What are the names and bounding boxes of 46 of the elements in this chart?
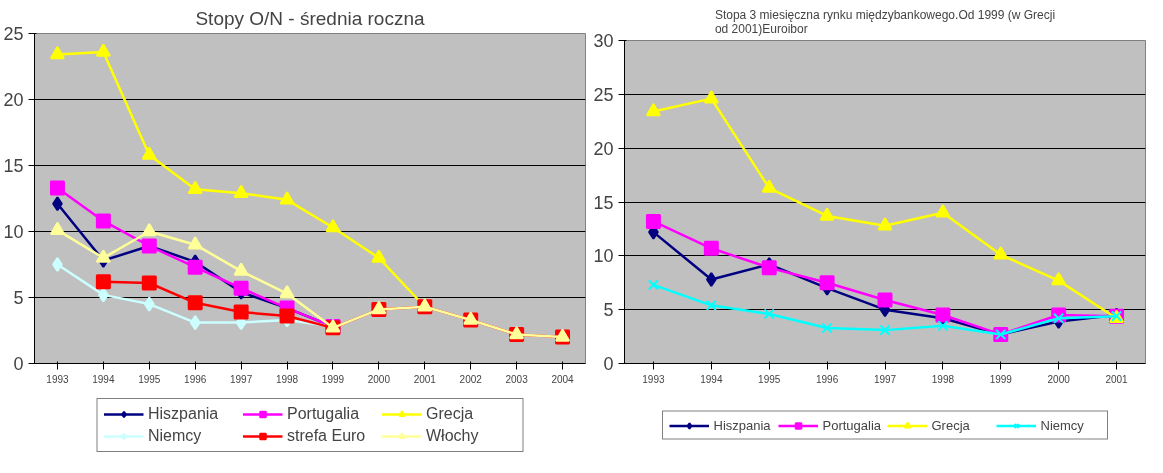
x-tick-label: 1999 xyxy=(989,373,1013,385)
legend-label: Hiszpania xyxy=(148,405,220,423)
legend-label: Portugalia xyxy=(822,417,883,433)
legend-label: Włochy xyxy=(426,427,480,445)
x-tick-label: 1997 xyxy=(873,373,897,385)
x-tick-label: 1994 xyxy=(92,373,115,385)
chart-title: Stopa 3 miesięczna rynku międzybankowego.Od 1999 (w Grecji od 2001)Euroibor xyxy=(714,7,1056,36)
x-tick-label: 2003 xyxy=(505,373,529,385)
legend-label: Grecja xyxy=(426,405,475,423)
y-tick-label: 10 xyxy=(3,222,24,242)
chart-title: Stopy O/N - średnia roczna xyxy=(195,7,426,29)
y-tick-label: 30 xyxy=(593,31,614,51)
y-tick-label: 15 xyxy=(593,192,614,213)
x-tick-label: 2002 xyxy=(459,373,483,385)
y-tick-label: 0 xyxy=(13,354,24,374)
x-tick-label: 2000 xyxy=(367,373,391,385)
x-tick-label: 1999 xyxy=(321,373,345,385)
x-tick-label: 1995 xyxy=(758,373,781,385)
x-tick-label: 1994 xyxy=(700,373,723,385)
legend-label: strefa Euro xyxy=(287,427,367,445)
legend-label: Portugalia xyxy=(287,405,361,423)
legend-label: Niemcy xyxy=(1040,417,1085,433)
y-tick-label: 20 xyxy=(3,90,24,110)
x-tick-label: 1995 xyxy=(138,373,161,385)
y-tick-label: 10 xyxy=(593,246,614,267)
x-tick-label: 1996 xyxy=(184,373,207,385)
x-tick-label: 1996 xyxy=(815,373,839,385)
y-tick-label: 15 xyxy=(3,156,24,176)
legend-label: Grecja xyxy=(931,417,971,433)
x-tick-label: 2001 xyxy=(413,373,437,385)
y-tick-label: 5 xyxy=(13,288,24,308)
legend-label: Hiszpania xyxy=(713,417,772,433)
x-tick-label: 2004 xyxy=(551,373,575,385)
y-tick-label: 0 xyxy=(603,354,614,374)
x-tick-label: 2001 xyxy=(1105,373,1129,385)
x-tick-label: 1998 xyxy=(275,373,299,385)
x-tick-label: 1993 xyxy=(642,373,666,385)
y-tick-label: 5 xyxy=(603,300,614,321)
y-tick-label: 25 xyxy=(593,84,614,105)
legend-label: Niemcy xyxy=(148,427,203,445)
y-tick-label: 20 xyxy=(593,138,614,159)
x-tick-label: 1993 xyxy=(46,373,70,385)
x-tick-label: 1998 xyxy=(931,373,955,385)
x-tick-label: 2000 xyxy=(1047,373,1071,385)
y-tick-label: 25 xyxy=(3,24,24,44)
x-tick-label: 1997 xyxy=(230,373,253,385)
